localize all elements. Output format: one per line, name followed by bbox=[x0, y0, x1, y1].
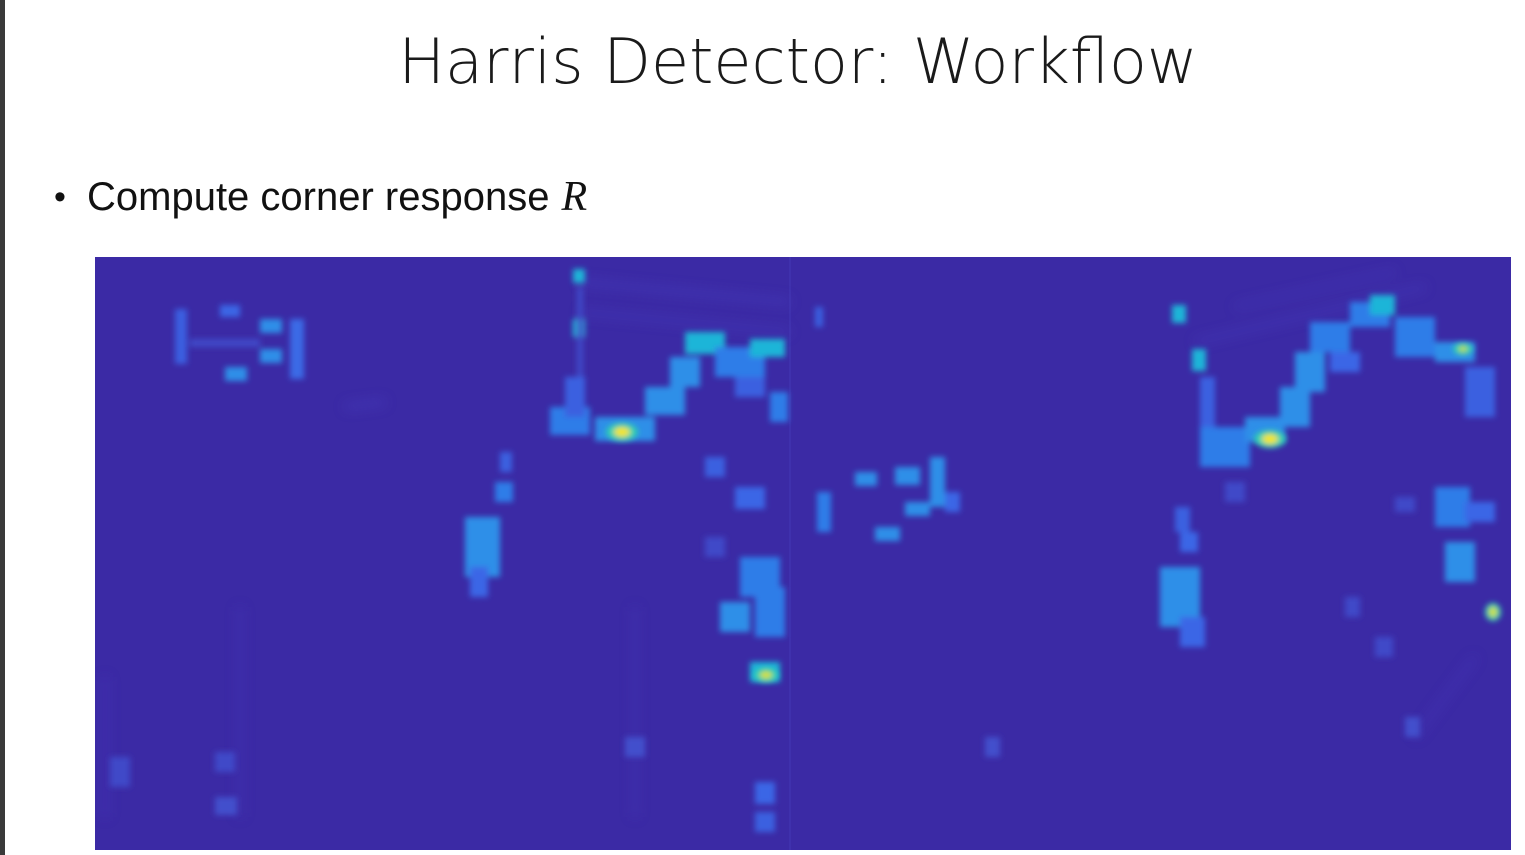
slide-title: Harris Detector: Workflow bbox=[398, 25, 1198, 98]
left-image-peaks bbox=[606, 423, 778, 682]
right-image-responses bbox=[815, 295, 1495, 757]
window-edge bbox=[0, 0, 5, 855]
faint-structures bbox=[102, 270, 1477, 817]
heatmap-svg bbox=[95, 257, 1511, 850]
bullet-item: • Compute corner response R bbox=[54, 172, 587, 222]
heatmap-background bbox=[95, 257, 1511, 850]
bullet-dot-icon: • bbox=[54, 178, 66, 216]
right-image-peaks bbox=[1254, 343, 1501, 621]
corner-response-heatmap bbox=[95, 257, 1511, 850]
bullet-variable: R bbox=[561, 174, 588, 220]
image-seam bbox=[789, 257, 791, 850]
left-image-responses bbox=[110, 269, 788, 832]
bullet-text: Compute corner response bbox=[87, 174, 550, 219]
